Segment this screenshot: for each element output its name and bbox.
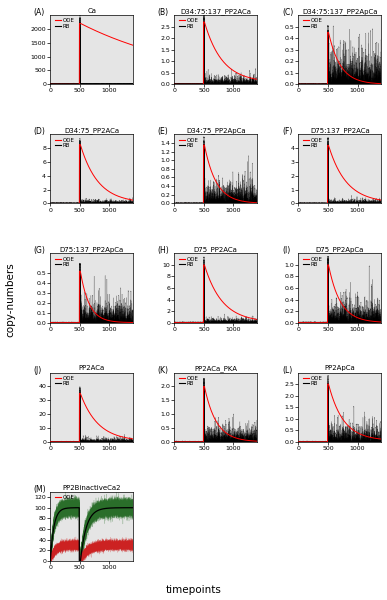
Legend: ODE, RB: ODE, RB <box>55 256 75 268</box>
Title: Ca: Ca <box>87 8 96 14</box>
Legend: ODE, RB: ODE, RB <box>179 376 199 386</box>
Title: PP2ApCa: PP2ApCa <box>324 365 355 371</box>
Text: (A): (A) <box>34 8 45 17</box>
Legend: ODE, RB: ODE, RB <box>179 137 199 148</box>
Title: D75_PP2ApCa: D75_PP2ApCa <box>316 246 364 253</box>
Text: copy-numbers: copy-numbers <box>6 263 16 337</box>
Text: (H): (H) <box>158 247 170 256</box>
Title: D34:75_PP2ACa: D34:75_PP2ACa <box>64 127 119 134</box>
Text: (M): (M) <box>34 485 46 494</box>
Text: (D): (D) <box>34 127 46 136</box>
Legend: ODE, RB: ODE, RB <box>179 18 199 29</box>
Legend: ODE, RB: ODE, RB <box>55 137 75 148</box>
Legend: ODE, RB: ODE, RB <box>303 376 323 386</box>
Title: D75:137_PP2ApCa: D75:137_PP2ApCa <box>60 246 124 253</box>
Title: PP2ACa_PKA: PP2ACa_PKA <box>194 365 237 372</box>
Title: D34:75:137_PP2ApCa: D34:75:137_PP2ApCa <box>302 8 378 14</box>
Text: (I): (I) <box>282 247 290 256</box>
Legend: ODE, RB: ODE, RB <box>55 376 75 386</box>
Legend: ODE, RB: ODE, RB <box>303 256 323 268</box>
Legend: ODE, RB: ODE, RB <box>55 18 75 29</box>
Text: (C): (C) <box>282 8 293 17</box>
Legend: ODE, RB: ODE, RB <box>303 137 323 148</box>
Text: (J): (J) <box>34 365 42 374</box>
Title: D34:75_PP2ApCa: D34:75_PP2ApCa <box>186 127 246 134</box>
Title: PP2BinactiveCa2: PP2BinactiveCa2 <box>62 485 121 491</box>
Text: (F): (F) <box>282 127 292 136</box>
Legend: ODE, RB: ODE, RB <box>179 256 199 268</box>
Text: (E): (E) <box>158 127 169 136</box>
Title: D75_PP2ACa: D75_PP2ACa <box>194 246 238 253</box>
Title: PP2ACa: PP2ACa <box>79 365 105 371</box>
Legend: ODE, RB: ODE, RB <box>303 18 323 29</box>
Title: D34:75:137_PP2ACa: D34:75:137_PP2ACa <box>180 8 251 14</box>
Text: timepoints: timepoints <box>166 585 221 595</box>
Title: D75:137_PP2ACa: D75:137_PP2ACa <box>310 127 370 134</box>
Text: (L): (L) <box>282 365 292 374</box>
Text: (B): (B) <box>158 8 169 17</box>
Legend: ODE: ODE <box>55 494 75 500</box>
Text: (K): (K) <box>158 365 169 374</box>
Text: (G): (G) <box>34 247 46 256</box>
